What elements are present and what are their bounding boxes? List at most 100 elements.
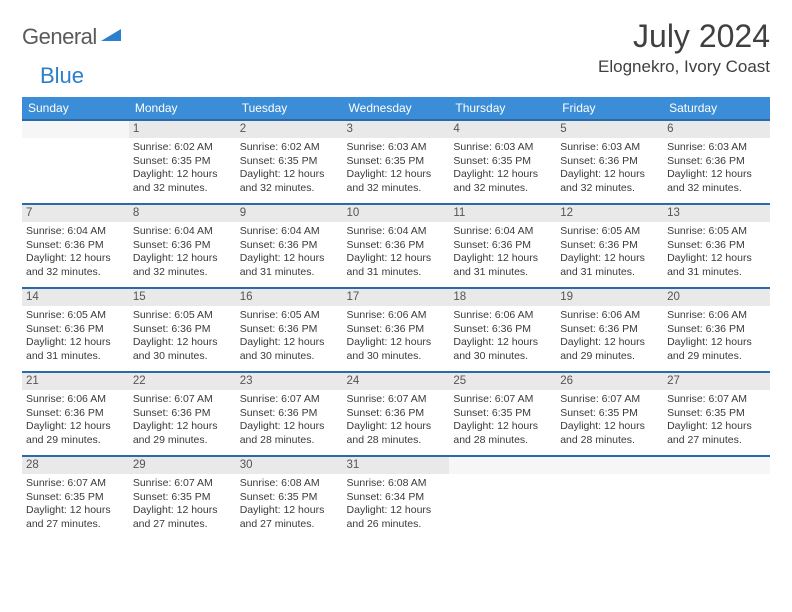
day-number-cell: 3 <box>343 120 450 138</box>
month-title: July 2024 <box>598 18 770 55</box>
sunset-text: Sunset: 6:35 PM <box>26 491 125 505</box>
sunset-text: Sunset: 6:36 PM <box>453 323 552 337</box>
sunrise-text: Sunrise: 6:04 AM <box>133 225 232 239</box>
day-content-cell: Sunrise: 6:03 AMSunset: 6:35 PMDaylight:… <box>449 138 556 204</box>
day-number-row: 123456 <box>22 120 770 138</box>
day-content-cell: Sunrise: 6:03 AMSunset: 6:35 PMDaylight:… <box>343 138 450 204</box>
sunrise-text: Sunrise: 6:06 AM <box>560 309 659 323</box>
day-content-cell: Sunrise: 6:07 AMSunset: 6:35 PMDaylight:… <box>663 390 770 456</box>
day-content-cell: Sunrise: 6:06 AMSunset: 6:36 PMDaylight:… <box>556 306 663 372</box>
daylight-text: Daylight: 12 hours and 26 minutes. <box>347 504 446 531</box>
day-number-cell: 7 <box>22 204 129 222</box>
day-number-cell: 8 <box>129 204 236 222</box>
sunrise-text: Sunrise: 6:03 AM <box>347 141 446 155</box>
day-number-cell: 25 <box>449 372 556 390</box>
daylight-text: Daylight: 12 hours and 32 minutes. <box>667 168 766 195</box>
sunrise-text: Sunrise: 6:07 AM <box>453 393 552 407</box>
day-number-cell: 28 <box>22 456 129 474</box>
day-number-cell <box>556 456 663 474</box>
sunrise-text: Sunrise: 6:06 AM <box>26 393 125 407</box>
day-content-cell: Sunrise: 6:05 AMSunset: 6:36 PMDaylight:… <box>236 306 343 372</box>
day-number-cell: 2 <box>236 120 343 138</box>
sunrise-text: Sunrise: 6:05 AM <box>560 225 659 239</box>
day-content-cell: Sunrise: 6:05 AMSunset: 6:36 PMDaylight:… <box>663 222 770 288</box>
sunset-text: Sunset: 6:36 PM <box>347 323 446 337</box>
sunset-text: Sunset: 6:35 PM <box>133 155 232 169</box>
daylight-text: Daylight: 12 hours and 30 minutes. <box>240 336 339 363</box>
day-content-cell: Sunrise: 6:04 AMSunset: 6:36 PMDaylight:… <box>236 222 343 288</box>
day-content-row: Sunrise: 6:05 AMSunset: 6:36 PMDaylight:… <box>22 306 770 372</box>
sunrise-text: Sunrise: 6:07 AM <box>26 477 125 491</box>
daylight-text: Daylight: 12 hours and 30 minutes. <box>347 336 446 363</box>
calendar-table: Sunday Monday Tuesday Wednesday Thursday… <box>22 97 770 540</box>
weekday-header-row: Sunday Monday Tuesday Wednesday Thursday… <box>22 97 770 120</box>
sunset-text: Sunset: 6:35 PM <box>453 155 552 169</box>
daylight-text: Daylight: 12 hours and 31 minutes. <box>240 252 339 279</box>
day-number-cell: 17 <box>343 288 450 306</box>
daylight-text: Daylight: 12 hours and 32 minutes. <box>133 168 232 195</box>
sunset-text: Sunset: 6:36 PM <box>133 323 232 337</box>
sunset-text: Sunset: 6:36 PM <box>26 239 125 253</box>
weekday-header: Monday <box>129 97 236 120</box>
sunrise-text: Sunrise: 6:07 AM <box>560 393 659 407</box>
day-content-row: Sunrise: 6:07 AMSunset: 6:35 PMDaylight:… <box>22 474 770 540</box>
sunrise-text: Sunrise: 6:05 AM <box>667 225 766 239</box>
sunrise-text: Sunrise: 6:04 AM <box>347 225 446 239</box>
day-content-cell: Sunrise: 6:02 AMSunset: 6:35 PMDaylight:… <box>236 138 343 204</box>
day-number-cell: 6 <box>663 120 770 138</box>
day-content-cell: Sunrise: 6:03 AMSunset: 6:36 PMDaylight:… <box>663 138 770 204</box>
daylight-text: Daylight: 12 hours and 27 minutes. <box>240 504 339 531</box>
sunset-text: Sunset: 6:36 PM <box>240 407 339 421</box>
weekday-header: Thursday <box>449 97 556 120</box>
sunset-text: Sunset: 6:36 PM <box>667 155 766 169</box>
day-number-cell: 21 <box>22 372 129 390</box>
sunset-text: Sunset: 6:35 PM <box>133 491 232 505</box>
sunrise-text: Sunrise: 6:08 AM <box>240 477 339 491</box>
day-number-cell: 18 <box>449 288 556 306</box>
day-content-cell: Sunrise: 6:03 AMSunset: 6:36 PMDaylight:… <box>556 138 663 204</box>
daylight-text: Daylight: 12 hours and 31 minutes. <box>26 336 125 363</box>
day-content-cell: Sunrise: 6:08 AMSunset: 6:35 PMDaylight:… <box>236 474 343 540</box>
day-content-cell: Sunrise: 6:07 AMSunset: 6:36 PMDaylight:… <box>236 390 343 456</box>
daylight-text: Daylight: 12 hours and 30 minutes. <box>453 336 552 363</box>
sunrise-text: Sunrise: 6:03 AM <box>560 141 659 155</box>
sunrise-text: Sunrise: 6:06 AM <box>347 309 446 323</box>
daylight-text: Daylight: 12 hours and 32 minutes. <box>133 252 232 279</box>
sunrise-text: Sunrise: 6:03 AM <box>667 141 766 155</box>
day-number-cell: 26 <box>556 372 663 390</box>
day-number-cell: 31 <box>343 456 450 474</box>
sunset-text: Sunset: 6:36 PM <box>560 239 659 253</box>
day-content-row: Sunrise: 6:04 AMSunset: 6:36 PMDaylight:… <box>22 222 770 288</box>
sunset-text: Sunset: 6:36 PM <box>26 323 125 337</box>
sunset-text: Sunset: 6:36 PM <box>133 239 232 253</box>
daylight-text: Daylight: 12 hours and 28 minutes. <box>240 420 339 447</box>
daylight-text: Daylight: 12 hours and 32 minutes. <box>240 168 339 195</box>
day-number-cell: 30 <box>236 456 343 474</box>
day-content-cell: Sunrise: 6:07 AMSunset: 6:35 PMDaylight:… <box>449 390 556 456</box>
daylight-text: Daylight: 12 hours and 31 minutes. <box>453 252 552 279</box>
logo: General <box>22 18 123 50</box>
day-content-cell: Sunrise: 6:05 AMSunset: 6:36 PMDaylight:… <box>556 222 663 288</box>
sunrise-text: Sunrise: 6:05 AM <box>133 309 232 323</box>
sunrise-text: Sunrise: 6:04 AM <box>453 225 552 239</box>
day-number-row: 14151617181920 <box>22 288 770 306</box>
day-number-cell: 23 <box>236 372 343 390</box>
day-content-cell: Sunrise: 6:07 AMSunset: 6:35 PMDaylight:… <box>556 390 663 456</box>
sunrise-text: Sunrise: 6:05 AM <box>240 309 339 323</box>
weekday-header: Friday <box>556 97 663 120</box>
sunrise-text: Sunrise: 6:07 AM <box>347 393 446 407</box>
sunset-text: Sunset: 6:35 PM <box>347 155 446 169</box>
sunrise-text: Sunrise: 6:07 AM <box>133 477 232 491</box>
day-number-cell <box>22 120 129 138</box>
day-number-cell: 29 <box>129 456 236 474</box>
daylight-text: Daylight: 12 hours and 28 minutes. <box>347 420 446 447</box>
sunrise-text: Sunrise: 6:02 AM <box>133 141 232 155</box>
day-content-cell: Sunrise: 6:05 AMSunset: 6:36 PMDaylight:… <box>129 306 236 372</box>
weekday-header: Tuesday <box>236 97 343 120</box>
sunset-text: Sunset: 6:36 PM <box>560 155 659 169</box>
day-content-cell <box>22 138 129 204</box>
sunset-text: Sunset: 6:35 PM <box>240 491 339 505</box>
sunset-text: Sunset: 6:34 PM <box>347 491 446 505</box>
day-number-cell <box>449 456 556 474</box>
day-number-row: 78910111213 <box>22 204 770 222</box>
